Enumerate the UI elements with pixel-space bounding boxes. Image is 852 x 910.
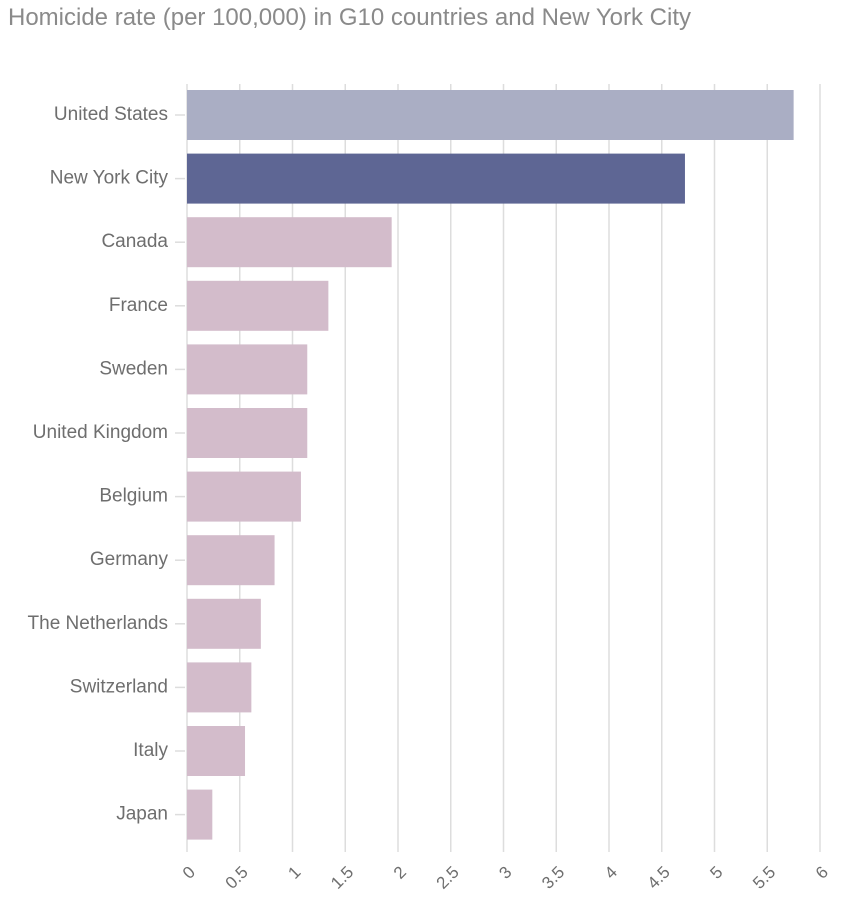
- bar-the-netherlands: [187, 598, 261, 649]
- x-tick-label: 4.5: [644, 863, 674, 893]
- category-label-italy: Italy: [133, 740, 168, 761]
- x-tick-label: 0.5: [222, 863, 252, 893]
- category-label-switzerland: Switzerland: [70, 676, 168, 697]
- bar-united-states: [187, 90, 794, 140]
- bar-france: [187, 280, 329, 331]
- x-axis-tick-labels: 0 0.5 1 1.5 2 2.5 3 3.5 4 4.5 5 5.5 6: [179, 863, 832, 893]
- category-label-france: France: [109, 295, 168, 316]
- bars: [187, 90, 794, 840]
- category-labels: United States New York City Canada France Sw…: [28, 104, 185, 825]
- category-label-new-york-city: New York City: [50, 168, 169, 189]
- category-label-japan: Japan: [116, 804, 168, 825]
- bar-switzerland: [187, 662, 252, 713]
- category-label-united-kingdom: United Kingdom: [33, 422, 168, 443]
- bar-italy: [187, 726, 246, 776]
- x-tick-label: 5.5: [749, 863, 779, 893]
- x-tick-label: 2: [390, 863, 410, 883]
- x-tick-label: 5: [706, 863, 726, 883]
- chart-title: Homicide rate (per 100,000) in G10 count…: [8, 4, 692, 31]
- bar-canada: [187, 217, 392, 268]
- bar-new-york-city: [187, 153, 685, 204]
- x-tick-label: 3.5: [538, 863, 568, 893]
- x-tick-label: 6: [812, 863, 832, 883]
- category-label-canada: Canada: [101, 231, 168, 252]
- x-tick-label: 0: [179, 863, 199, 883]
- category-label-sweden: Sweden: [99, 358, 168, 379]
- bar-united-kingdom: [187, 408, 308, 458]
- category-label-belgium: Belgium: [99, 486, 168, 507]
- x-tick-label: 2.5: [433, 863, 463, 893]
- x-tick-label: 1.5: [327, 863, 357, 893]
- x-tick-label: 3: [495, 863, 515, 883]
- x-tick-label: 1: [284, 863, 304, 883]
- category-label-the-netherlands: The Netherlands: [28, 613, 168, 634]
- bar-sweden: [187, 344, 308, 395]
- bar-japan: [187, 789, 213, 840]
- grid-lines: [186, 84, 821, 852]
- category-label-united-states: United States: [54, 104, 168, 125]
- x-tick-label: 4: [601, 863, 621, 883]
- bar-germany: [187, 535, 275, 586]
- bar-belgium: [187, 471, 301, 522]
- category-label-germany: Germany: [90, 549, 169, 570]
